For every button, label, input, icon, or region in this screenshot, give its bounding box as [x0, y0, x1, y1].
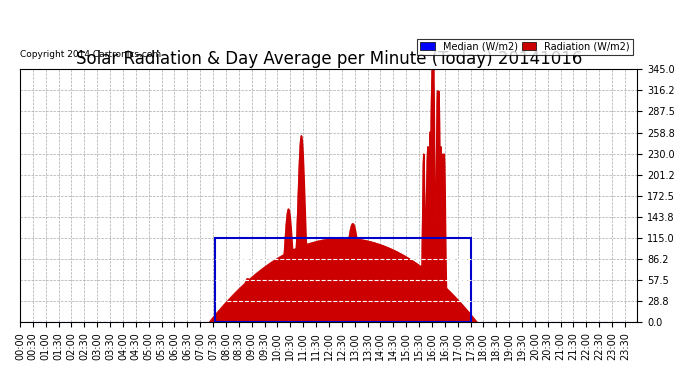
Bar — [215, 238, 471, 322]
Text: Copyright 2014 Cartronics.com: Copyright 2014 Cartronics.com — [20, 50, 161, 59]
Legend: Median (W/m2), Radiation (W/m2): Median (W/m2), Radiation (W/m2) — [417, 39, 633, 55]
Title: Solar Radiation & Day Average per Minute (Today) 20141016: Solar Radiation & Day Average per Minute… — [75, 50, 582, 68]
